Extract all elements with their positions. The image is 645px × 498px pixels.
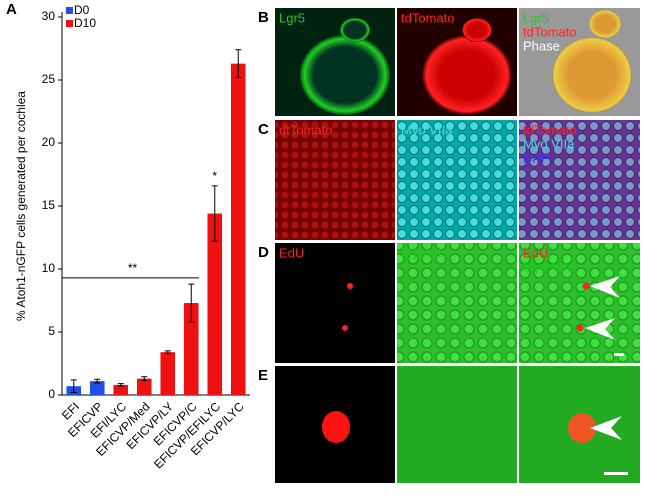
bar	[230, 63, 246, 396]
bar-chart: A % Atoh1-nGFP cells generated per cochle…	[6, 1, 250, 471]
image-label: tdTomato	[523, 122, 576, 137]
image	[275, 120, 395, 240]
bar	[183, 303, 199, 395]
panel-label: B	[258, 9, 269, 26]
panel-label: E	[258, 367, 268, 384]
image-label: EdU	[523, 245, 548, 260]
legend-label: D10	[74, 16, 96, 30]
y-axis-label: % Atoh1-nGFP cells generated per cochlea	[14, 91, 28, 321]
image-label: Myo VIIa	[401, 122, 453, 137]
bar	[89, 381, 105, 395]
image-blob	[552, 37, 632, 113]
y-tick-label: 30	[42, 9, 56, 23]
image-label: Lgr5	[279, 10, 305, 25]
image-spot	[582, 282, 590, 290]
error-bar	[164, 350, 171, 354]
panel-label: C	[258, 121, 269, 138]
image-label: Myo VIIa	[523, 136, 575, 151]
significance-label: *	[212, 169, 217, 183]
image-blob	[589, 10, 621, 38]
legend-swatch	[66, 20, 73, 27]
panel-label: D	[258, 244, 269, 261]
bar	[113, 384, 129, 395]
image	[519, 120, 640, 240]
y-tick-label: 10	[42, 261, 56, 275]
image-label: EdU	[279, 245, 304, 260]
image-blob	[422, 35, 512, 115]
image-blob	[462, 18, 492, 42]
error-bar	[94, 378, 101, 384]
image-label: DAPI	[523, 150, 553, 165]
scale-bar	[604, 472, 628, 475]
image	[397, 366, 517, 483]
image	[397, 120, 517, 240]
panel-label: A	[6, 1, 17, 18]
bar	[136, 378, 152, 395]
arrowhead	[585, 318, 615, 340]
image-blob	[322, 411, 350, 443]
significance-label: **	[128, 261, 138, 275]
scale-bar	[614, 353, 624, 356]
image-label: Lgr5	[523, 10, 549, 25]
arrowhead	[590, 416, 622, 440]
y-tick-label: 25	[42, 72, 56, 86]
error-bar	[235, 49, 242, 78]
image-spot	[347, 283, 353, 289]
image-blob	[568, 413, 596, 443]
image-label: tdTomato	[401, 10, 454, 25]
error-bar	[141, 376, 148, 382]
legend-label: D0	[74, 3, 90, 17]
error-bar	[70, 379, 77, 393]
image-blob	[300, 35, 390, 115]
image-label: Phase	[523, 38, 560, 53]
legend-swatch	[66, 7, 73, 14]
image-spot	[342, 325, 348, 331]
micrographs	[275, 8, 640, 483]
image-label: Myo VIIa	[523, 259, 575, 274]
image	[519, 243, 640, 363]
arrowhead	[590, 276, 620, 298]
error-bar	[211, 185, 218, 242]
image	[397, 243, 517, 363]
error-bar	[117, 383, 124, 387]
y-tick-label: 0	[48, 387, 55, 401]
y-tick-label: 20	[42, 135, 56, 149]
bar	[207, 213, 223, 395]
image	[275, 243, 395, 363]
y-tick-label: 5	[48, 324, 55, 338]
image-blob	[340, 18, 370, 42]
error-bar	[188, 283, 195, 323]
y-tick-label: 15	[42, 198, 56, 212]
image-label: MyoVIIa	[401, 245, 449, 260]
image-label: tdTomato	[523, 24, 576, 39]
image-spot	[576, 324, 584, 332]
bar	[160, 352, 176, 395]
image-label: dtTomato	[279, 122, 332, 137]
